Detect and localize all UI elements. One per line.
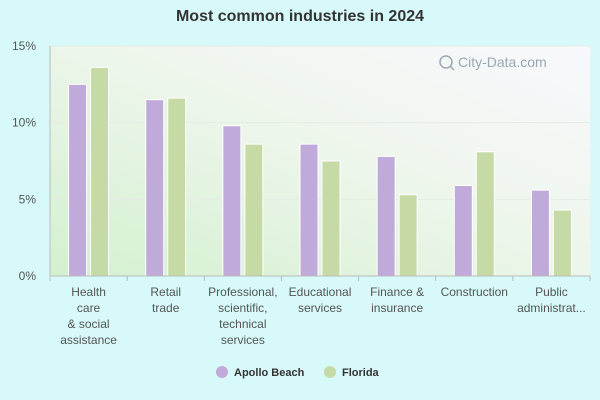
x-tick-label-line: services <box>221 333 265 347</box>
x-tick-label-line: scientific, <box>218 301 267 315</box>
legend-swatch <box>324 366 336 378</box>
bar <box>167 97 187 277</box>
x-tick-label-line: Retail <box>150 285 181 299</box>
bar <box>453 185 473 277</box>
legend-swatch <box>216 366 228 378</box>
x-tick-label-line: insurance <box>371 301 423 315</box>
x-tick-label-line: Construction <box>441 285 508 299</box>
plot-area <box>50 46 590 276</box>
magnifier-handle <box>449 65 455 71</box>
x-tick-label: Finance & insurance <box>370 285 424 315</box>
x-tick-label-line: Public <box>535 285 568 299</box>
watermark-text: City-Data.com <box>458 54 547 70</box>
x-tick-label-line: services <box>298 301 342 315</box>
x-tick-label-line: Health <box>71 285 106 299</box>
x-tick-label: Educational services <box>289 285 352 315</box>
bar <box>398 194 418 277</box>
bar <box>90 66 110 277</box>
bar <box>244 143 264 277</box>
bar <box>222 125 242 277</box>
magnifier-icon <box>439 55 453 69</box>
x-tick-label: Public administrat... <box>517 285 586 315</box>
x-tick-label-line: technical <box>219 317 266 331</box>
y-tick-label: 5% <box>19 192 37 206</box>
x-axis: Health care & social assistance Retail trade P… <box>49 275 591 347</box>
bar <box>299 143 319 277</box>
watermark: City-Data.com <box>439 54 547 71</box>
bar <box>68 83 88 277</box>
bar <box>145 99 165 277</box>
chart-title: Most common industries in 2024 <box>175 8 425 25</box>
y-tick-label: 10% <box>12 116 36 130</box>
bar <box>321 160 341 277</box>
x-tick-label-line: administrat... <box>517 301 586 315</box>
x-tick-label-line: & social <box>68 317 110 331</box>
y-tick-label: 15% <box>12 39 36 53</box>
x-tick-label-line: assistance <box>60 333 117 347</box>
x-tick-label-line: Educational <box>289 285 352 299</box>
y-axis: 0% 5% 10% 15% <box>12 39 51 283</box>
bar <box>552 209 572 277</box>
gridlines <box>50 45 590 200</box>
bar <box>376 155 396 277</box>
bar <box>530 189 550 277</box>
x-tick-label-line: trade <box>152 301 180 315</box>
x-tick-label: Construction <box>441 285 508 299</box>
x-tick-label-line: care <box>77 301 101 315</box>
y-tick-label: 0% <box>19 269 37 283</box>
legend-label: Florida <box>342 367 380 379</box>
bar <box>475 151 495 277</box>
x-tick-label: Retail trade <box>150 285 181 315</box>
x-tick-label-line: Professional, <box>208 285 277 299</box>
bars <box>68 66 572 277</box>
legend-label: Apollo Beach <box>234 367 305 379</box>
x-tick-label: Professional, scientific, technical service… <box>208 285 277 347</box>
x-tick-label: Health care & social assistance <box>60 285 117 347</box>
legend: Apollo Beach Florida <box>216 366 380 379</box>
x-tick-label-line: Finance & <box>370 285 424 299</box>
